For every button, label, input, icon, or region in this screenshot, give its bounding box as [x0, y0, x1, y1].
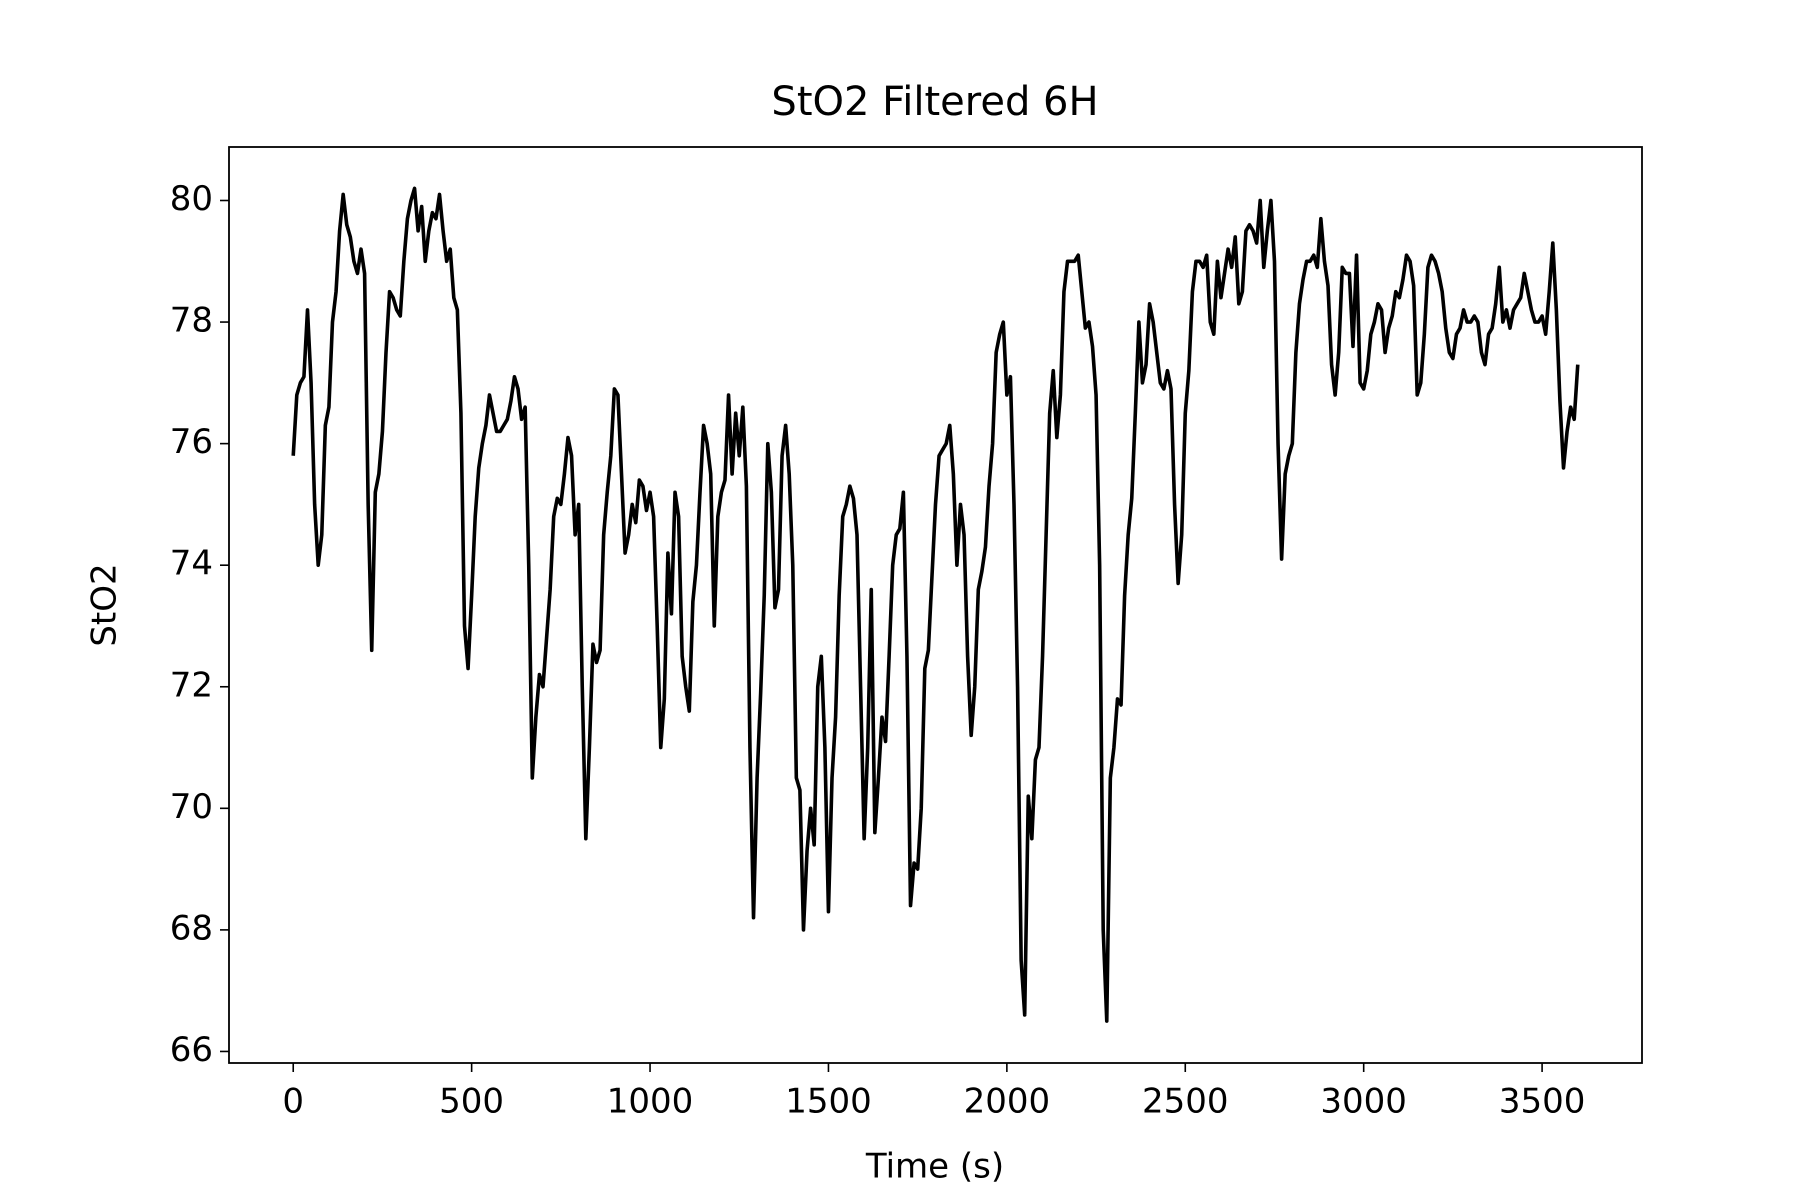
- x-tick-label: 500: [439, 1082, 504, 1122]
- y-tick-label: 74: [170, 544, 213, 584]
- x-tick-label: 1500: [785, 1082, 872, 1122]
- x-tick-label: 3500: [1499, 1082, 1586, 1122]
- y-tick-label: 66: [170, 1030, 213, 1070]
- x-tick-label: 0: [282, 1082, 304, 1122]
- x-tick-label: 2000: [964, 1082, 1051, 1122]
- y-tick-label: 70: [170, 787, 213, 827]
- data-line: [291, 186, 1580, 1023]
- x-tick-label: 2500: [1142, 1082, 1229, 1122]
- plot-frame: [228, 146, 1643, 1064]
- y-tick-label: 78: [170, 301, 213, 341]
- chart-title: StO2 Filtered 6H: [771, 79, 1098, 125]
- y-tick-label: 80: [170, 179, 213, 219]
- x-tick-label: 3000: [1320, 1082, 1407, 1122]
- y-tick-label: 68: [170, 908, 213, 948]
- x-axis-label: Time (s): [865, 1147, 1004, 1187]
- x-tick-label: 1000: [607, 1082, 694, 1122]
- y-tick-label: 76: [170, 422, 213, 462]
- y-axis-label: StO2: [85, 563, 125, 646]
- y-tick-label: 72: [170, 665, 213, 705]
